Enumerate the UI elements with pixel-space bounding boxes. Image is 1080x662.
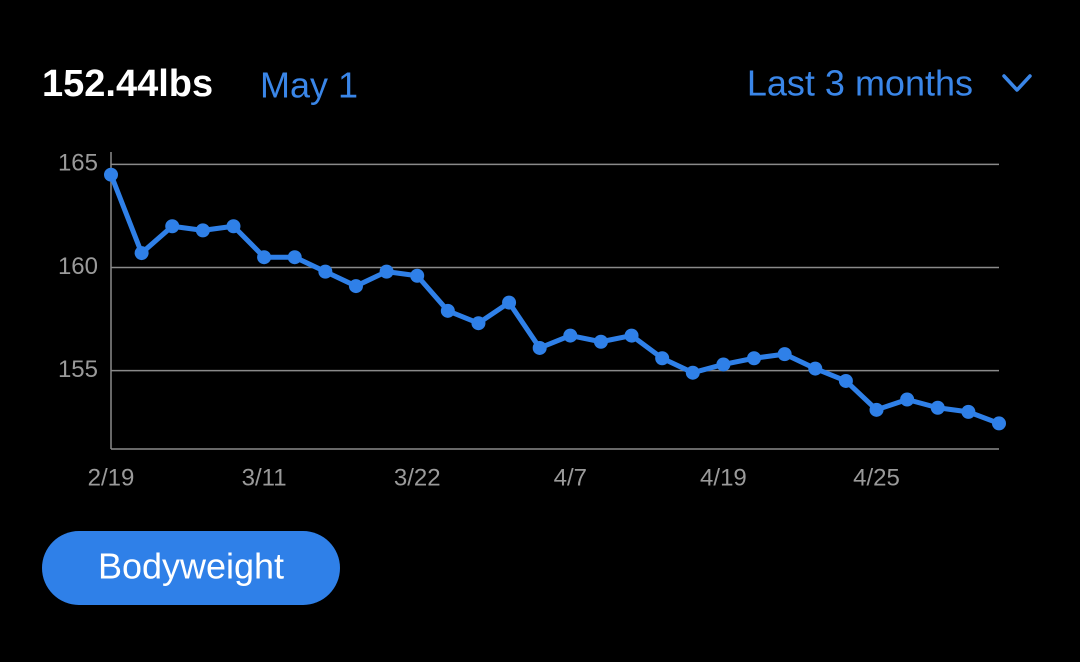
data-point [257, 250, 272, 265]
data-point [532, 340, 547, 355]
data-point [930, 400, 945, 415]
data-point [134, 246, 149, 261]
dropdown-chevron[interactable] [1002, 74, 1032, 92]
data-point [747, 351, 762, 366]
data-point [379, 264, 394, 279]
data-point [318, 264, 333, 279]
x-tick-label: 3/11 [242, 464, 287, 491]
data-point [655, 351, 670, 366]
y-tick-label: 155 [58, 356, 98, 383]
data-point [563, 328, 578, 343]
data-point [287, 250, 302, 265]
filter-button-label[interactable]: Bodyweight [98, 546, 284, 587]
data-point [104, 167, 118, 182]
data-point [685, 365, 700, 380]
x-tick-label: 3/22 [394, 464, 441, 491]
weight-line [108, 173, 1000, 426]
data-point [502, 295, 517, 310]
data-point [777, 347, 792, 362]
data-point [195, 223, 210, 238]
data-point [624, 328, 639, 343]
data-point [410, 268, 425, 283]
x-tick-label: 4/19 [700, 464, 747, 491]
data-point [593, 334, 608, 349]
chart: 155 160 165 2/19 3/11 3/22 4/7 4/19 4/25 [58, 150, 1006, 491]
data-point [226, 219, 241, 234]
data-point [471, 316, 486, 331]
filter-button[interactable] [42, 531, 340, 605]
range-selector[interactable]: Last 3 months [747, 63, 973, 104]
current-date: May 1 [260, 65, 358, 106]
data-point [716, 357, 731, 372]
data-point [808, 361, 823, 376]
data-point [992, 416, 1006, 431]
data-point [440, 303, 455, 318]
x-tick-label: 4/7 [554, 464, 587, 491]
y-tick-label: 165 [58, 150, 98, 177]
data-point [869, 402, 884, 417]
x-tick-label: 2/19 [88, 464, 135, 491]
data-point [838, 373, 853, 388]
data-point [900, 392, 915, 407]
current-weight: 152.44lbs [42, 63, 213, 105]
data-point [348, 279, 363, 294]
x-tick-label: 4/25 [853, 464, 900, 491]
data-point [961, 404, 976, 419]
data-point [165, 219, 180, 234]
y-tick-label: 160 [58, 253, 98, 280]
